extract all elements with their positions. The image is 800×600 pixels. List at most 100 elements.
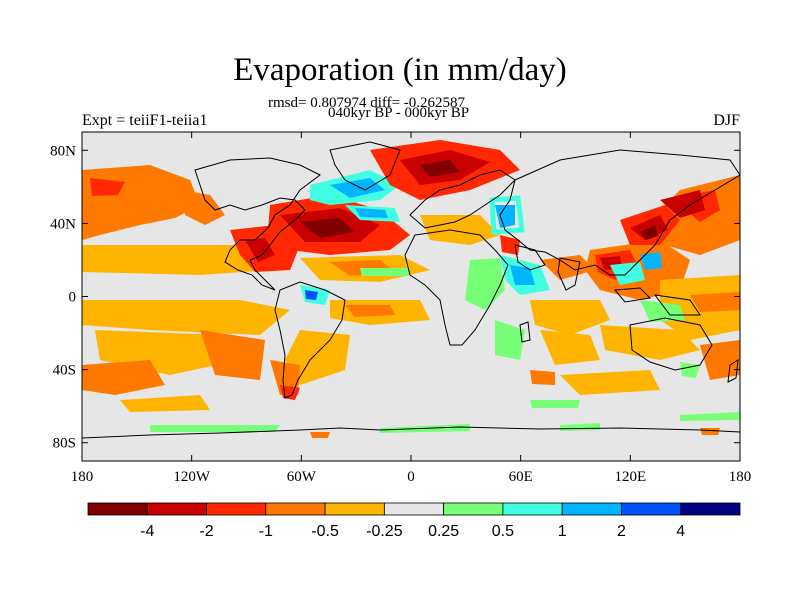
- field-region: [640, 225, 658, 240]
- field-region: [310, 432, 330, 438]
- field-region: [245, 238, 275, 262]
- y-tick-label: 40S: [53, 363, 76, 379]
- coastline-india: [557, 257, 581, 291]
- colorbar-swatch: [680, 502, 741, 516]
- field-region: [530, 370, 555, 385]
- colorbar-swatch: [206, 502, 267, 516]
- field-region: [120, 395, 210, 412]
- y-tick-label: 40N: [50, 216, 76, 232]
- y-tick-label: 0: [69, 290, 77, 306]
- field-region: [540, 255, 595, 280]
- x-tick-label: 120W: [173, 469, 211, 485]
- colorbar-swatch: [383, 502, 445, 516]
- colorbar-swatch: [561, 502, 622, 516]
- colorbar-label: 1: [558, 523, 567, 540]
- field-region: [150, 425, 280, 432]
- colorbar-swatch: [502, 502, 563, 516]
- field-region: [330, 178, 385, 198]
- field-region: [680, 412, 740, 421]
- field-region: [640, 252, 662, 270]
- colorbar-label: -0.25: [366, 523, 403, 540]
- field-region: [600, 325, 700, 360]
- colorbar-swatch: [146, 502, 207, 516]
- colorbar-swatch: [443, 502, 504, 516]
- field-region: [420, 215, 500, 245]
- field-region: [305, 290, 318, 300]
- field-region: [82, 360, 165, 395]
- colorbar: -4 -2 -1 -0.5 -0.25 0.25 0.5 1 2 4: [87, 502, 741, 540]
- season-label: DJF: [713, 112, 740, 129]
- field-region: [500, 235, 520, 255]
- period-label: 040kyr BP - 000kyr BP: [328, 105, 470, 121]
- coastline-africa: [404, 229, 509, 346]
- field-region: [355, 208, 388, 218]
- colorbar-swatch: [324, 502, 385, 516]
- field-region: [530, 400, 580, 408]
- evaporation-field: [82, 140, 740, 438]
- experiment-label: Expt = teiiF1-teiia1: [82, 112, 208, 129]
- field-region: [530, 300, 610, 335]
- field-region: [700, 428, 720, 435]
- colorbar-label: 0.25: [428, 523, 459, 540]
- field-region: [200, 330, 265, 380]
- field-region: [420, 160, 460, 177]
- field-region: [540, 330, 600, 365]
- colorbar-label: 4: [676, 523, 685, 540]
- field-region: [180, 190, 225, 225]
- colorbar-label: -2: [199, 523, 213, 540]
- coastline-asia: [499, 149, 740, 276]
- colorbar-swatch: [87, 502, 148, 516]
- coastline-greenland: [329, 141, 401, 191]
- field-region: [465, 258, 505, 310]
- colorbar-swatch: [265, 502, 326, 516]
- x-tick-label: 180: [729, 469, 752, 485]
- coastline-antarctica: [82, 426, 740, 439]
- field-region: [640, 300, 685, 322]
- field-region: [510, 265, 535, 285]
- field-region: [360, 268, 410, 276]
- coastlines: [82, 141, 740, 439]
- colorbar-label: -1: [259, 523, 273, 540]
- field-region: [82, 245, 270, 275]
- field-region: [90, 178, 125, 196]
- colorbar-label: -4: [140, 523, 154, 540]
- field-region: [610, 262, 645, 285]
- coastline-new-zealand: [727, 359, 739, 383]
- colorbar-label: -0.5: [311, 523, 339, 540]
- axis-ticks: 180 120W 60W 0 60E 120E 180 80N 40N 0 40S 80S: [50, 132, 751, 485]
- field-region: [700, 340, 740, 380]
- x-tick-label: 60W: [287, 469, 317, 485]
- colorbar-swatch: [621, 502, 682, 516]
- coastline-europe: [409, 169, 516, 229]
- x-tick-label: 180: [71, 469, 94, 485]
- colorbar-label: 2: [617, 523, 626, 540]
- field-region: [495, 205, 515, 228]
- x-tick-label: 120E: [614, 469, 646, 485]
- y-tick-label: 80N: [50, 143, 76, 159]
- coastline-madagascar: [519, 321, 531, 343]
- field-region: [270, 360, 300, 395]
- coastline-australia: [629, 317, 713, 371]
- coastline-arabia: [514, 244, 546, 271]
- field-region: [82, 300, 290, 335]
- x-tick-label: 0: [407, 469, 415, 485]
- y-tick-label: 80S: [53, 436, 76, 452]
- field-region: [560, 370, 660, 395]
- field-region: [345, 305, 395, 317]
- plot-title: Evaporation (in mm/day): [233, 52, 567, 88]
- field-region: [690, 292, 740, 312]
- field-region: [489, 195, 525, 235]
- x-tick-label: 60E: [509, 469, 533, 485]
- field-region: [630, 215, 668, 240]
- coastline-north-america: [194, 157, 321, 291]
- rmsd-diff-label: rmsd= 0.807974 diff= -0.262587: [268, 95, 466, 111]
- field-region: [285, 330, 350, 385]
- field-region: [495, 320, 525, 360]
- coastline-south-america: [274, 281, 346, 399]
- coastline-island: [613, 287, 652, 303]
- colorbar-label: 0.5: [492, 523, 514, 540]
- field-region: [300, 218, 355, 238]
- field-region: [660, 190, 705, 218]
- coastline-island: [653, 294, 701, 316]
